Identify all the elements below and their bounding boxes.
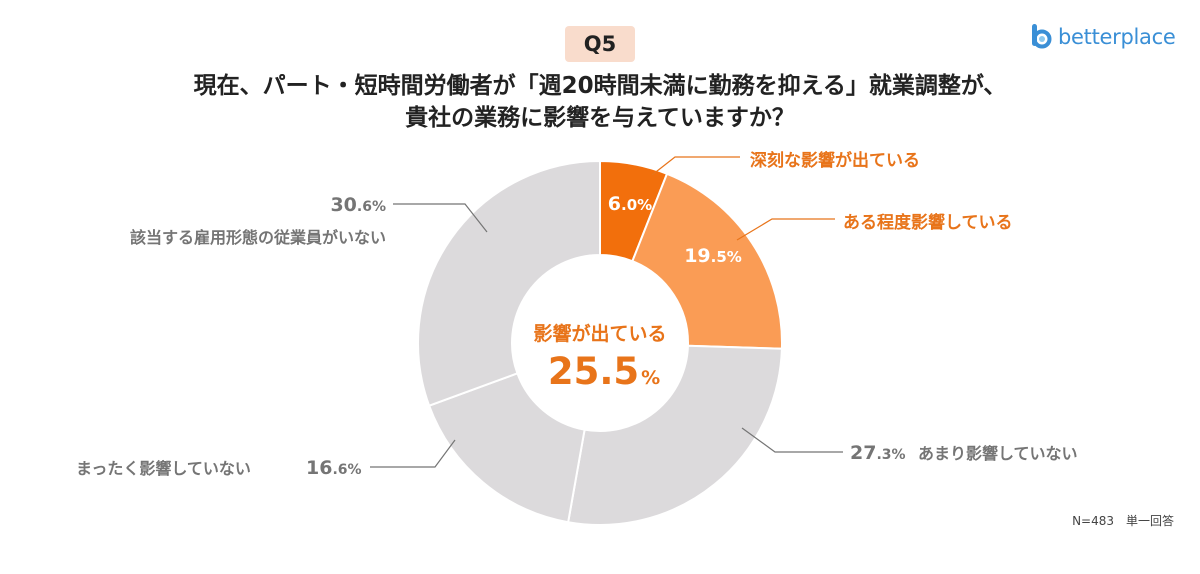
- slice-label-4: 該当する雇用形態の従業員がいない: [130, 228, 386, 247]
- chart-slices: [417, 159, 783, 526]
- title-line-1: 現在、パート・短時間労働者が「週20時間未満に勤務を抑える」就業調整が、: [193, 73, 1007, 99]
- slice-label-1: ある程度影響している: [843, 212, 1013, 233]
- question-title: 現在、パート・短時間労働者が「週20時間未満に勤務を抑える」就業調整が、 貴社の…: [0, 70, 1200, 134]
- question-badge: Q5: [565, 26, 635, 62]
- donut-slice-4: [417, 159, 601, 408]
- leader-line-2: [741, 427, 843, 453]
- leader-line-3: [370, 439, 456, 468]
- leader-lines: [370, 156, 843, 468]
- slice-value-outer-2: 27.3%: [850, 442, 906, 464]
- sample-size-note: N=483 単一回答: [1072, 514, 1174, 528]
- donut-slice-1: [631, 172, 783, 350]
- title-line-2: 貴社の業務に影響を与えていますか？: [405, 105, 795, 131]
- donut-slice-3: [427, 372, 586, 524]
- leader-line-1: [736, 218, 835, 241]
- center-label: 影響が出ている: [533, 322, 666, 345]
- center-value: 25.5%: [548, 350, 660, 393]
- leader-line-4: [393, 203, 488, 233]
- donut-slice-2: [566, 344, 783, 526]
- slice-value-label-1: 19.5%: [684, 245, 742, 267]
- brand-logo: betterplace: [1030, 22, 1176, 52]
- logo-text: betterplace: [1058, 25, 1176, 49]
- slice-label-0: 深刻な影響が出ている: [750, 150, 920, 171]
- slice-value-outer-4: 30.6%: [330, 194, 386, 216]
- slice-label-2: あまり影響していない: [918, 444, 1078, 463]
- slice-value-outer-3: 16.6%: [306, 457, 362, 479]
- leader-line-0: [651, 156, 740, 176]
- slice-value-label-0: 6.0%: [608, 193, 652, 215]
- slice-label-3: まったく影響していない: [76, 459, 251, 478]
- betterplace-logo-icon: [1032, 24, 1052, 49]
